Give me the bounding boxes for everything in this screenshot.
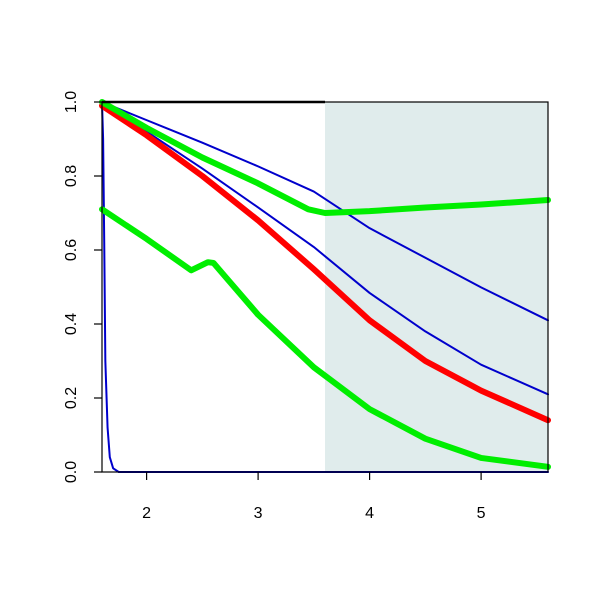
plot-frame — [101, 101, 549, 473]
shaded-region-layer — [325, 102, 548, 472]
y-tick-label: 1.0 — [63, 91, 80, 113]
y-tick-label: 0.2 — [63, 387, 80, 409]
x-tick-label: 4 — [365, 505, 374, 522]
y-tick-label: 0.6 — [63, 239, 80, 261]
x-tick-label: 5 — [477, 505, 486, 522]
series-line-3 — [101, 101, 549, 473]
series-line-4 — [99, 102, 551, 424]
y-tick-label: 0.0 — [63, 461, 80, 483]
y-tick-label: 0.8 — [63, 165, 80, 187]
x-tick-label: 3 — [254, 505, 263, 522]
series-line-5 — [99, 99, 551, 216]
series-layer — [99, 99, 551, 473]
series-line-2 — [101, 101, 549, 396]
shaded-region — [325, 102, 548, 472]
series-line-1 — [101, 101, 549, 322]
y-tick-label: 0.4 — [63, 313, 80, 335]
x-tick-label: 2 — [142, 505, 151, 522]
series-line-6 — [99, 206, 551, 470]
axes-layer: 2 3 4 5 0.0 0.2 0.4 0.6 0.8 1.0 — [63, 91, 549, 522]
